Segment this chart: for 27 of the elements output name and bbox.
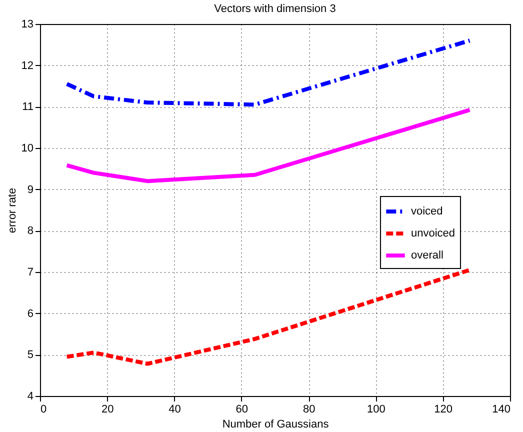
x-axis-title: Number of Gaussians bbox=[222, 418, 330, 430]
line-series bbox=[64, 38, 472, 107]
y-tick-label: 11 bbox=[22, 101, 34, 114]
y-tick-label: 9 bbox=[27, 184, 34, 196]
x-tick-label: 140 bbox=[492, 404, 510, 416]
y-tick-label: 5 bbox=[27, 349, 34, 362]
y-tick-label: 13 bbox=[21, 18, 34, 30]
x-tick-label: 0 bbox=[40, 404, 47, 416]
x-tick-label: 40 bbox=[168, 404, 181, 416]
y-axis-title: error rate bbox=[6, 188, 18, 234]
x-tick-label: 60 bbox=[236, 404, 248, 416]
y-tick-label: 4 bbox=[27, 390, 34, 402]
legend-label: voiced bbox=[411, 206, 443, 218]
legend-label: unvoiced bbox=[411, 228, 456, 240]
line-series bbox=[64, 268, 472, 366]
y-tick-label: 6 bbox=[27, 308, 34, 320]
x-tick-label: 20 bbox=[102, 404, 114, 416]
y-tick-label: 12 bbox=[21, 60, 34, 72]
legend-label: overall bbox=[411, 250, 444, 262]
y-tick-label: 7 bbox=[27, 266, 34, 278]
line-series bbox=[64, 108, 472, 184]
chart-title: Vectors with dimension 3 bbox=[214, 3, 336, 15]
x-tick-label: 100 bbox=[367, 404, 386, 416]
x-tick-label: 80 bbox=[302, 404, 316, 416]
x-tick-label: 120 bbox=[434, 404, 453, 416]
y-tick-label: 10 bbox=[21, 142, 34, 154]
y-tick-label: 8 bbox=[27, 225, 34, 238]
